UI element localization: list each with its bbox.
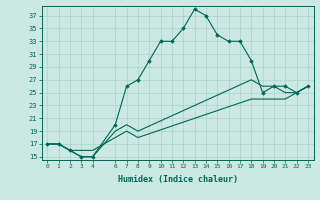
X-axis label: Humidex (Indice chaleur): Humidex (Indice chaleur) (118, 175, 237, 184)
